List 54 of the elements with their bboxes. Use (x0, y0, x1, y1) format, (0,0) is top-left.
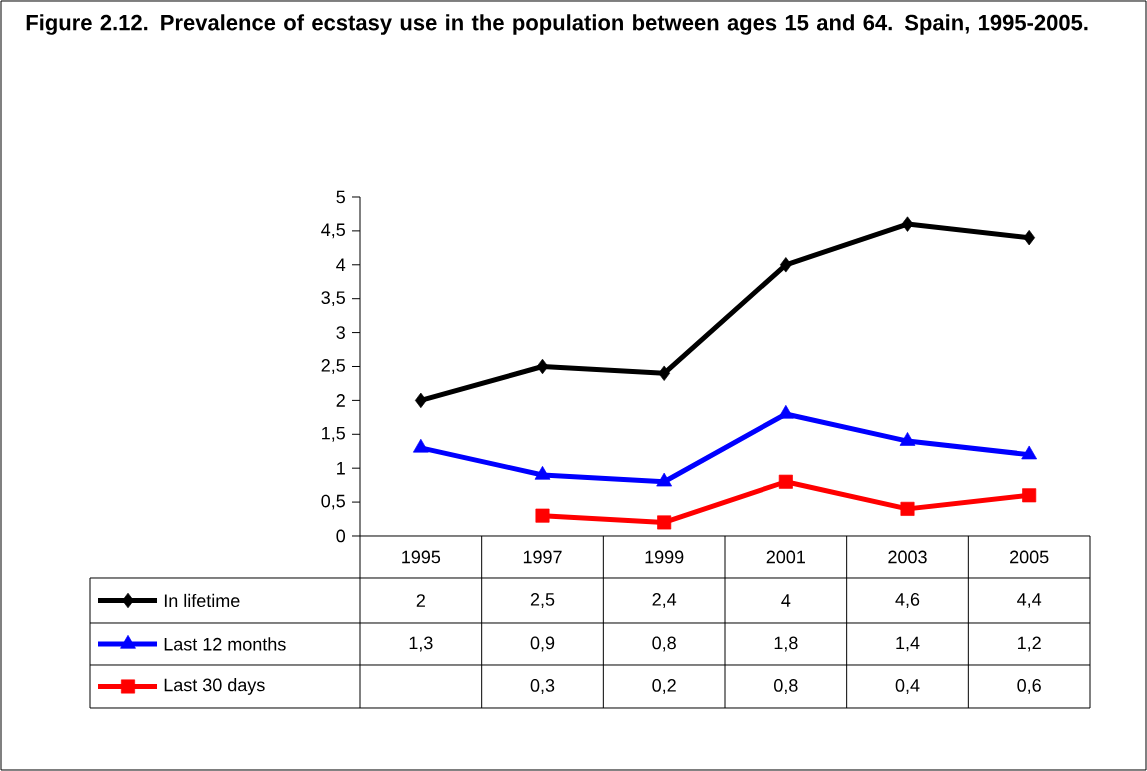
y-tick-label: 1,5 (322, 426, 345, 442)
data-label: 1,8 (774, 636, 798, 652)
x-tick-label: 2003 (888, 550, 927, 564)
point (656, 472, 673, 487)
y-tick-label: 0,5 (321, 494, 345, 510)
data-label: 1,4 (896, 636, 920, 652)
data-label: 2,5 (530, 593, 555, 608)
x-tick-label: 1997 (523, 550, 562, 564)
point (658, 365, 671, 381)
y-tick-label: 3,5 (321, 291, 345, 307)
data-label: 0,3 (530, 679, 555, 694)
point (1021, 445, 1038, 460)
y-tick-label: 4 (336, 258, 346, 271)
x-tick-label: 1995 (402, 550, 441, 564)
data-label: 0,6 (1017, 679, 1041, 694)
point (1022, 488, 1037, 503)
data-label: 4,4 (1017, 593, 1042, 608)
point (900, 501, 915, 516)
data-label: 4,6 (895, 593, 920, 608)
data-label: 0,9 (530, 636, 555, 652)
legend-label: Last 30 days (164, 678, 265, 695)
point (778, 474, 793, 489)
point (901, 216, 914, 232)
data-label: 2 (416, 594, 425, 607)
legend-label: In lifetime (164, 593, 240, 608)
point (415, 392, 427, 409)
data-label: 2,4 (652, 593, 677, 608)
y-tick-label: 2 (336, 394, 345, 407)
x-tick-label: 1999 (645, 550, 684, 564)
point (657, 515, 672, 530)
x-tick-label: 2005 (1010, 550, 1049, 564)
x-tick-label: 2001 (766, 550, 805, 564)
legend-label: Last 12 months (164, 637, 286, 651)
point (780, 257, 792, 273)
point (899, 432, 916, 446)
y-tick-label: 3 (336, 326, 345, 339)
data-label: 0,8 (774, 679, 798, 694)
data-label: 4 (781, 594, 791, 607)
point (535, 508, 550, 523)
point (536, 358, 549, 375)
y-tick-label: 1 (337, 462, 345, 475)
y-tick-label: 0 (336, 529, 346, 543)
point (1023, 229, 1036, 246)
data-label: 0,8 (652, 636, 676, 652)
y-tick-label: 5 (336, 190, 345, 204)
point (534, 465, 551, 480)
data-label: 0,2 (652, 679, 676, 694)
data-label: 1,2 (1018, 636, 1041, 652)
chart-title: Figure 2.12. Prevalence of ecstasy use in the population between ages 15 and 64. Spain, 1995-2005. (26, 14, 1088, 35)
y-tick-label: 4,5 (321, 223, 345, 239)
data-label: 0,4 (895, 679, 920, 694)
data-label: 1,3 (409, 636, 433, 652)
y-tick-label: 2,5 (321, 359, 345, 374)
point (412, 438, 429, 453)
